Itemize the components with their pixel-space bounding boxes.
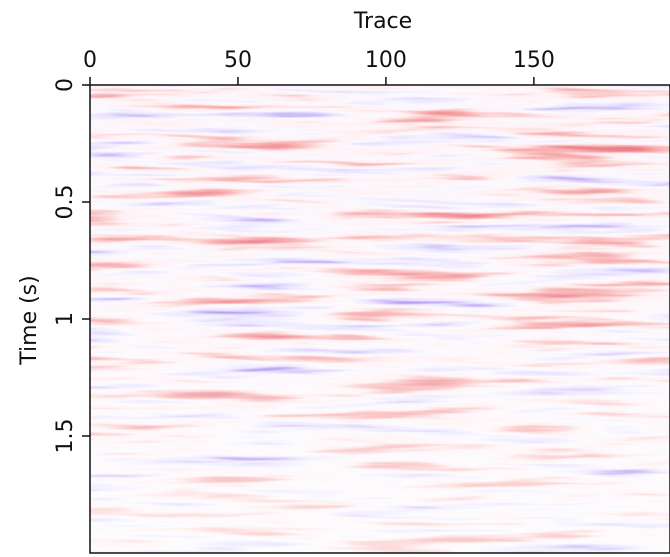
plot-area	[89, 84, 670, 554]
x-axis-label: Trace	[353, 9, 412, 34]
x-tick-label: 50	[224, 48, 252, 73]
x-tick-label: 0	[83, 48, 97, 73]
x-tick-label: 150	[513, 48, 555, 73]
y-tick-label: 0	[53, 78, 78, 92]
y-tick-label: 1	[53, 312, 78, 326]
y-axis-label: Time (s)	[17, 275, 42, 365]
y-tick-label: 0.5	[53, 185, 78, 220]
image-fade	[90, 85, 670, 553]
x-tick-label: 100	[365, 48, 407, 73]
y-tick-label: 1.5	[53, 419, 78, 454]
